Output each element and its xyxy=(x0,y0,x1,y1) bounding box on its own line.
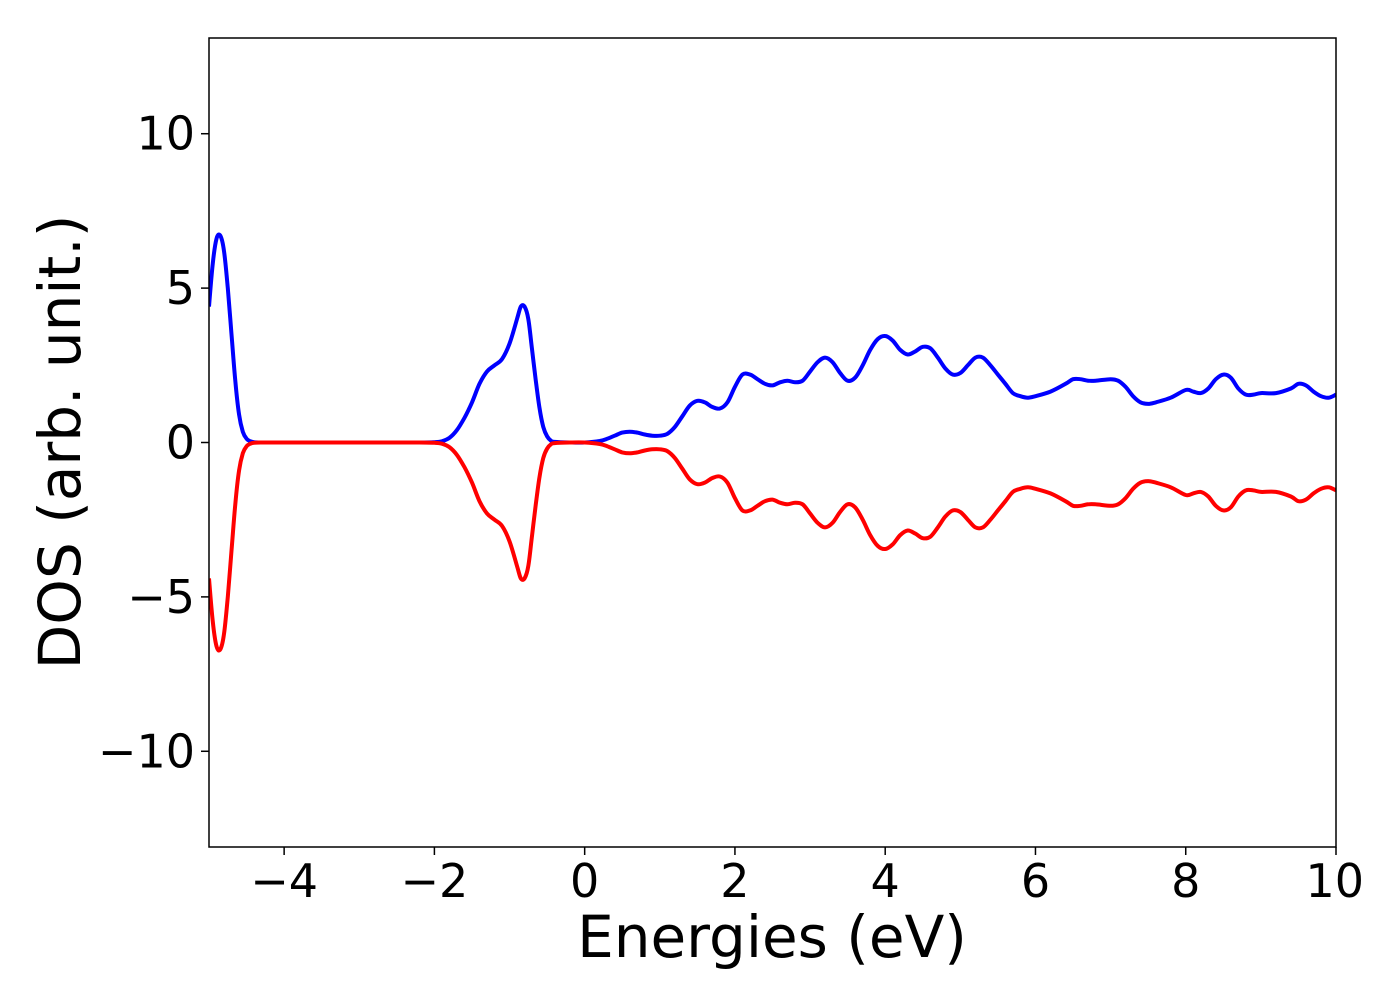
x-tick-label: −2 xyxy=(400,854,468,908)
x-tick-label: 2 xyxy=(720,854,749,908)
y-tick-label: 5 xyxy=(166,261,195,315)
x-tick-label: 4 xyxy=(871,854,900,908)
series-line-blue xyxy=(209,232,1336,445)
x-tick-label: 10 xyxy=(1305,854,1364,908)
x-tick-label: 0 xyxy=(570,854,599,908)
x-tick-label: 8 xyxy=(1171,854,1200,908)
y-axis-label: DOS (arb. unit.) xyxy=(26,215,94,670)
x-tick-label: 6 xyxy=(1021,854,1050,908)
x-tick-label: −4 xyxy=(250,854,318,908)
x-axis-label: Energies (eV) xyxy=(577,903,967,971)
series-line-red xyxy=(209,440,1336,653)
series-layer xyxy=(209,232,1336,653)
x-axis-ticks: −4 −2 0 2 4 6 8 10 xyxy=(250,847,1364,908)
y-tick-label: −5 xyxy=(127,570,195,624)
y-axis-ticks: −10 −5 0 5 10 xyxy=(98,107,209,778)
y-tick-label: −10 xyxy=(98,724,195,778)
y-tick-label: 10 xyxy=(136,107,195,161)
y-tick-label: 0 xyxy=(166,416,195,470)
